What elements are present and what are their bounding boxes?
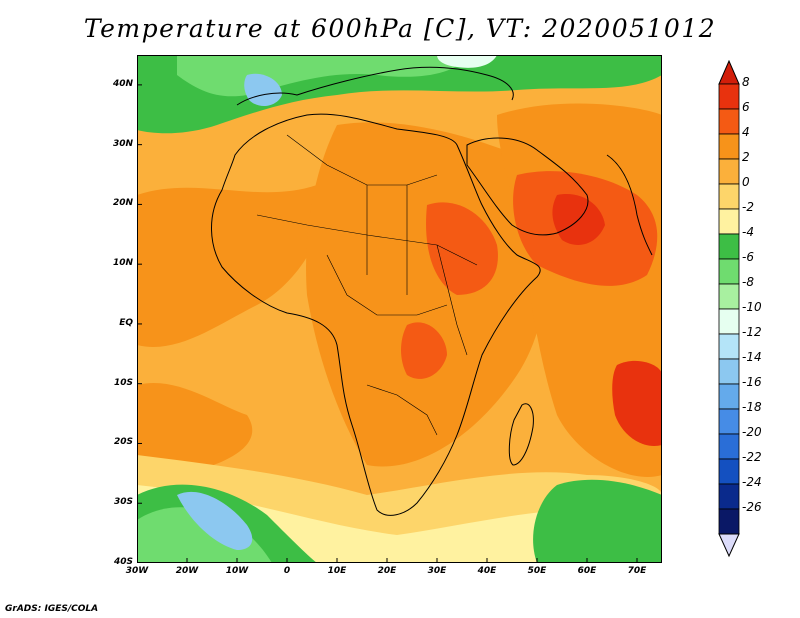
coastline-arabia xyxy=(466,137,589,236)
colorbar-segment xyxy=(718,83,740,110)
lon-tick-label: 70E xyxy=(627,566,647,576)
colorbar-level-label: -22 xyxy=(742,450,762,464)
field-blue-south xyxy=(177,491,253,550)
credit-text: GrADS: IGES/COLA xyxy=(5,604,99,614)
colorbar-segment xyxy=(718,158,740,185)
colorbar-level-label: -14 xyxy=(742,350,762,364)
colorbar-level-label: -24 xyxy=(742,475,762,489)
colorbar-level-label: -18 xyxy=(742,400,762,414)
colorbar-level-label: -6 xyxy=(742,250,754,264)
colorbar-segment xyxy=(718,208,740,235)
coastline-africa xyxy=(211,113,541,516)
lon-tick-label: 50E xyxy=(527,566,547,576)
lat-tick-label: 40S xyxy=(113,557,133,567)
colorbar-level-label: 8 xyxy=(742,75,750,89)
colorbar-segment xyxy=(718,183,740,210)
colorbar-segment xyxy=(718,233,740,260)
lon-tick-label: 20E xyxy=(377,566,397,576)
field-hot-southwest-indian xyxy=(612,360,662,446)
field-warm-sa xyxy=(137,382,253,475)
colorbar-segment xyxy=(718,483,740,510)
field-green-south-indian xyxy=(533,479,662,563)
temperature-map xyxy=(137,55,662,563)
field-warm-atlantic xyxy=(137,185,323,347)
colorbar-level-label: -20 xyxy=(742,425,762,439)
lon-tick-label: 10W xyxy=(225,566,249,576)
colorbar-segment xyxy=(718,433,740,460)
colorbar-top-arrow xyxy=(718,60,740,85)
field-hot-central xyxy=(401,322,447,379)
lat-tick-label: 40N xyxy=(112,78,133,89)
lon-tick-label: 30E xyxy=(427,566,447,576)
colorbar-segment xyxy=(718,283,740,310)
field-blue-iberia xyxy=(244,73,282,107)
lat-tick-label: 20S xyxy=(113,437,133,448)
colorbar-segment xyxy=(718,358,740,385)
colorbar-level-label: -26 xyxy=(742,500,762,514)
colorbar-segment xyxy=(718,308,740,335)
lon-tick-label: 10E xyxy=(327,566,347,576)
lon-tick-label: 40E xyxy=(477,566,497,576)
coastline-india xyxy=(606,154,653,256)
colorbar-level-label: 4 xyxy=(742,125,750,139)
border-east xyxy=(436,244,468,356)
colorbar-segment xyxy=(718,133,740,160)
colorbar-level-label: -2 xyxy=(742,200,754,214)
lat-tick-label: EQ xyxy=(119,317,133,328)
colorbar-level-label: -8 xyxy=(742,275,754,289)
borders xyxy=(256,134,478,436)
colorbar-segment xyxy=(718,458,740,485)
coastline-madagascar xyxy=(508,403,534,466)
lat-tick-label: 10S xyxy=(113,377,133,388)
field-blue-balkans xyxy=(437,55,497,68)
coastline-europe xyxy=(236,66,514,106)
colorbar-level-label: 2 xyxy=(742,150,750,164)
lat-tick-label: 10N xyxy=(112,258,133,269)
colorbar-level-label: -12 xyxy=(742,325,762,339)
colorbar-segment xyxy=(718,258,740,285)
lon-tick-label: 20W xyxy=(175,566,199,576)
map-frame xyxy=(137,55,662,563)
colorbar-level-label: -4 xyxy=(742,225,754,239)
lat-tick-label: 30N xyxy=(112,138,133,149)
lon-tick-label: 60E xyxy=(577,566,597,576)
colorbar-segment xyxy=(718,383,740,410)
border-central xyxy=(326,254,448,316)
colorbar xyxy=(718,60,740,558)
lat-tick-label: 20N xyxy=(112,198,133,209)
coastlines xyxy=(211,66,653,516)
lon-tick-label: 30W xyxy=(125,566,149,576)
colorbar-level-label: -10 xyxy=(742,300,762,314)
colorbar-bottom-arrow xyxy=(718,533,740,558)
colorbar-segment xyxy=(718,508,740,535)
border-south xyxy=(366,384,438,436)
colorbar-segment xyxy=(718,333,740,360)
lon-tick-label: 0 xyxy=(283,566,291,576)
colorbar-level-label: 0 xyxy=(742,175,750,189)
colorbar-segment xyxy=(718,408,740,435)
lat-tick-label: 30S xyxy=(113,497,133,508)
colorbar-segment xyxy=(718,108,740,135)
chart-title: Temperature at 600hPa [C], VT: 202005101… xyxy=(83,14,717,43)
temperature-field xyxy=(137,55,662,563)
field-warm-africa xyxy=(306,122,547,467)
colorbar-level-label: -16 xyxy=(742,375,762,389)
colorbar-level-label: 6 xyxy=(742,100,750,114)
